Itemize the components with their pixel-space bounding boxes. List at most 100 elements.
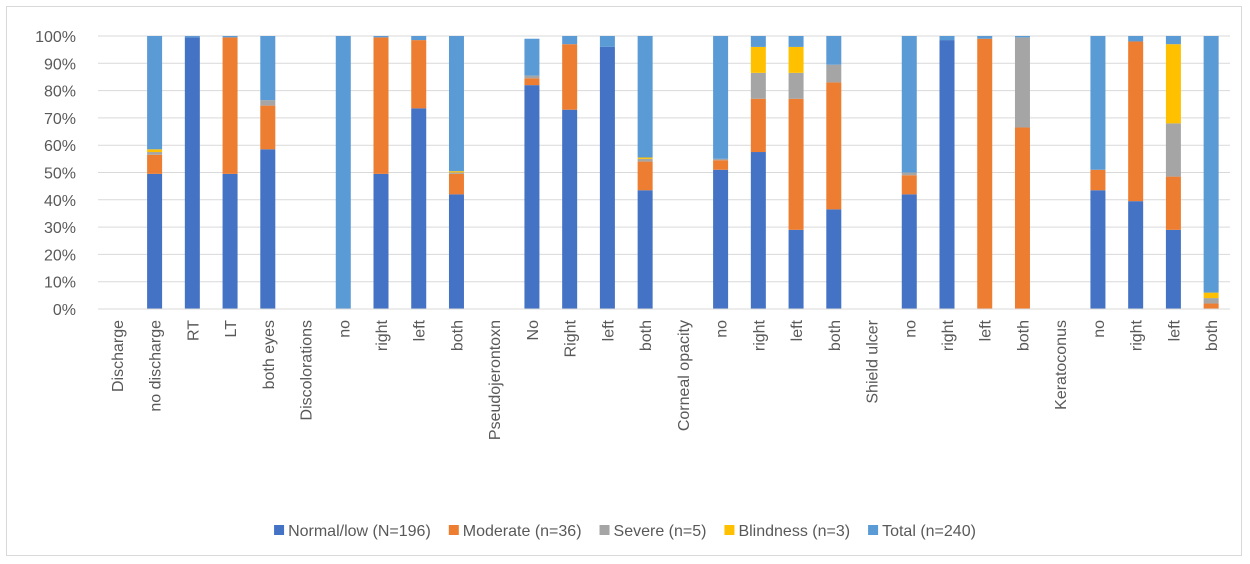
bar-segment [1090,36,1106,170]
x-tick-label: right [1129,319,1146,351]
bar-segment [1165,44,1181,124]
y-tick-label: 40% [44,193,76,210]
bar-segment [1014,127,1030,309]
bar-segment [1090,169,1106,191]
x-tick-label: left [1166,319,1183,341]
x-tick-label: no discharge [148,320,165,412]
bar-segment [524,85,540,309]
x-tick-label: Keratoconus [1053,320,1070,410]
y-tick-label: 70% [44,111,76,128]
bar-segment [147,154,163,174]
x-tick-label: both [449,320,466,351]
bar-segment [1165,176,1181,230]
x-tick-label: Discharge [110,320,127,392]
x-tick-label: left [978,319,995,341]
bar-segment [448,194,464,309]
x-tick-label: Discolorations [299,320,316,420]
x-tick-label: left [789,319,806,341]
bar-segment [637,161,653,191]
bar-segment [901,36,917,173]
bar-segment [1165,229,1181,309]
bar-segment [1128,36,1144,42]
bar-segment [788,46,804,73]
y-tick-label: 80% [44,84,76,101]
bar-segment [184,36,200,38]
bar-segment [260,149,276,309]
bar-segment [147,36,163,150]
x-tick-label: both [827,320,844,351]
x-tick-label: No [525,320,542,341]
bar-segment [1128,201,1144,309]
bar-segment [411,36,427,41]
bar-segment [1165,123,1181,177]
x-tick-label: both [638,320,655,351]
bar-segment [713,169,729,309]
bar-segment [373,37,389,174]
bar-segment [562,44,578,110]
bar-segment [524,38,540,76]
x-tick-label: Right [563,319,580,357]
x-tick-label: Corneal opacity [676,320,693,431]
bar-segment [750,36,766,47]
legend: Normal/low (N=196) Moderate (n=36) Severe … [274,523,976,540]
x-tick-label: both [1204,320,1221,351]
bar-segment [713,158,729,161]
x-tick-label: both [1015,320,1032,351]
bar-segment [184,37,200,310]
x-tick-label: LT [223,320,240,338]
x-tick-label: no [902,320,919,338]
bar-segment [713,36,729,159]
bar-segment [1165,36,1181,45]
bar-segment [260,36,276,101]
bar-segment [448,173,464,195]
bar-segment [901,175,917,195]
bar-segment [1014,37,1030,128]
y-tick-label: 30% [44,220,76,237]
bar-segment [788,98,804,230]
bar-segment [335,36,351,309]
bar-segment [939,36,955,41]
bar-segment [147,149,163,153]
bar-segment [373,173,389,309]
bar-segment [788,229,804,309]
bar-segment [373,36,389,38]
y-tick-label: 100% [35,29,76,46]
bar-segment [222,173,238,309]
x-axis-tick-labels: Discharge no discharge RT LT both eyes Discol… [110,319,1221,440]
bar-segment [448,172,464,174]
bar-segment [260,105,276,150]
bar-segment [788,72,804,99]
y-tick-label: 0% [53,302,76,319]
x-tick-label: no [336,320,353,338]
bar-segment [826,64,842,83]
x-tick-label: right [374,319,391,351]
bar-segment [826,82,842,210]
bar-segment [750,152,766,309]
x-tick-label: left [412,319,429,341]
bar-segment [562,109,578,310]
bar-segment [750,98,766,153]
legend-label: Total (n=240) [882,523,976,540]
bar-segment [788,36,804,47]
bar-segment [826,209,842,309]
bar-segment [637,36,653,158]
y-tick-label: 50% [44,166,76,183]
bar-segment [1203,298,1219,304]
x-tick-label: no [1091,320,1108,338]
legend-swatch [274,525,285,535]
bar-segment [562,36,578,45]
y-tick-label: 20% [44,247,76,264]
legend-swatch [868,525,879,535]
bar-segment [637,157,653,159]
bar-segment [901,194,917,309]
bar-segment [411,40,427,109]
bar-segment [1203,36,1219,293]
bar-segment [637,190,653,309]
bar-segment [1014,36,1030,38]
bar-segment [1090,190,1106,309]
x-tick-label: both eyes [261,320,278,389]
bar-segment [599,36,615,47]
bar-segment [222,36,238,38]
x-tick-label: right [751,319,768,351]
bar-segment [1203,303,1219,309]
